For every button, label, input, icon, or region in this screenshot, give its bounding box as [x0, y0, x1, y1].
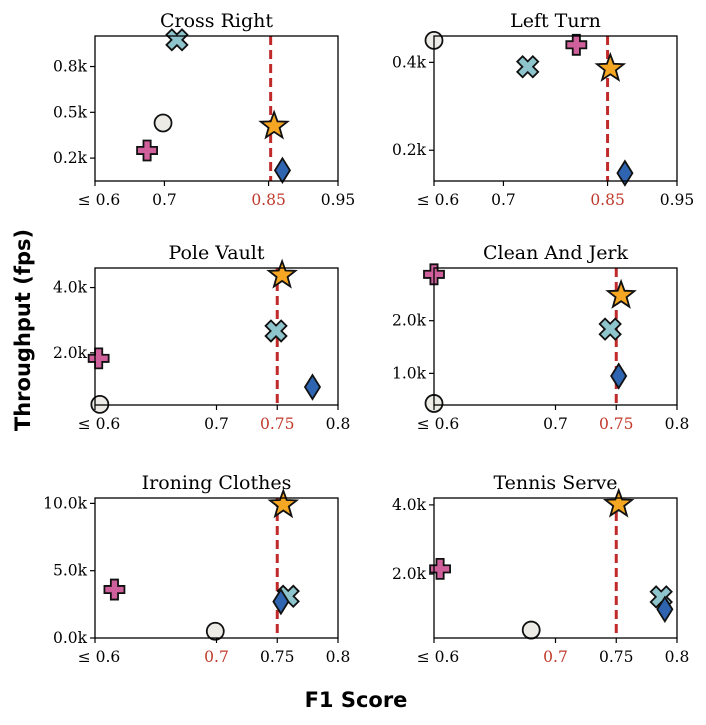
panel-4-point-diamond — [610, 362, 628, 390]
panel-1-point-diamond — [273, 156, 292, 185]
panel-5-frame — [94, 497, 339, 639]
panel-1: Cross Right ≤ 0.6 0.7 0.85 0.95 0.2k 0.5k 0.8k — [53, 10, 355, 209]
panel-5-point-plus — [103, 578, 126, 601]
panel-3-frame — [94, 267, 339, 406]
panel-2-point-diamond — [616, 159, 634, 187]
panel-1-point-cross — [165, 28, 189, 52]
panel-4-xtick-label-1: 0.7 — [543, 415, 568, 433]
y-axis-label: Throughput (fps) — [11, 229, 35, 431]
panel-6-xtick-label-3: 0.8 — [665, 648, 690, 666]
panel-2-xtick-label-1: 0.7 — [491, 191, 516, 209]
panel-3-point-plus — [87, 347, 110, 370]
panel-3-xtick-label-0: ≤ 0.6 — [78, 415, 121, 433]
panel-4: Clean And Jerk ≤ 0.6 0.7 0.75 0.8 1.0k 2.0k — [392, 242, 689, 433]
panel-6: Tennis Serve ≤ 0.6 0.7 0.75 0.8 2.0k 4.0k — [392, 472, 689, 666]
x-axis-label: F1 Score — [305, 688, 408, 712]
panel-1-point-star — [258, 109, 290, 140]
panel-3-point-circle — [90, 394, 110, 414]
panel-6-point-star — [602, 487, 635, 518]
panel-1-point-circle — [153, 113, 173, 133]
panel-1-xtick-label-0: ≤ 0.6 — [78, 191, 121, 209]
panel-5-title: Ironing Clothes — [142, 472, 292, 494]
panel-6-point-circle — [521, 620, 541, 640]
panel-1-ytick-label-0: 0.2k — [53, 149, 88, 167]
panel-5-ytick-label-2: 10.0k — [43, 494, 88, 512]
panel-5-xtick-label-2: 0.75 — [260, 648, 295, 666]
panel-6-xtick-label-1: 0.7 — [543, 648, 568, 666]
panel-4-point-cross — [598, 317, 622, 341]
panel-3-xtick-label-3: 0.8 — [326, 415, 351, 433]
panel-4-point-star — [605, 278, 637, 309]
panel-3-point-star — [266, 258, 298, 289]
panel-5-ytick-label-0: 0.0k — [53, 629, 88, 647]
panel-1-point-plus — [136, 139, 158, 162]
panel-6-xtick-label-0: ≤ 0.6 — [417, 648, 460, 666]
panel-5-xtick-label-1: 0.7 — [204, 648, 229, 666]
panel-2-xtick-label-2: 0.85 — [590, 191, 625, 209]
panel-2-xtick-label-0: ≤ 0.6 — [417, 191, 460, 209]
panel-4-xtick-label-0: ≤ 0.6 — [417, 415, 460, 433]
panel-2-point-star — [594, 51, 627, 82]
panel-6-ytick-label-0: 2.0k — [392, 565, 427, 583]
panel-2-frame — [433, 35, 678, 182]
panel-4-ytick-label-1: 2.0k — [392, 312, 427, 330]
panel-6-point-diamond — [656, 595, 674, 624]
panel-4-xtick-label-3: 0.8 — [665, 415, 690, 433]
panel-1-frame — [94, 35, 339, 182]
panel-5: Ironing Clothes ≤ 0.6 0.7 0.75 0.8 0.0k 5.0k 10… — [43, 472, 350, 666]
panel-3: Pole Vault ≤ 0.6 0.7 0.75 0.8 2.0k 4.0k — [53, 242, 350, 433]
panel-6-ytick-label-1: 4.0k — [392, 496, 427, 514]
panel-4-title: Clean And Jerk — [483, 242, 629, 264]
panel-1-xtick-label-1: 0.7 — [152, 191, 177, 209]
panel-4-xtick-label-2: 0.75 — [599, 415, 634, 433]
panel-6-xtick-label-2: 0.75 — [599, 648, 634, 666]
panel-5-point-circle — [205, 621, 225, 641]
panel-6-frame — [433, 497, 678, 639]
panel-1-xtick-label-2: 0.85 — [251, 191, 286, 209]
panel-3-point-cross — [264, 319, 288, 343]
panel-1-title: Cross Right — [160, 10, 273, 32]
panel-3-ytick-label-0: 2.0k — [53, 344, 88, 362]
panel-1-ytick-label-2: 0.8k — [53, 58, 88, 76]
panel-2-xtick-label-3: 0.95 — [660, 191, 695, 209]
panel-6-title: Tennis Serve — [493, 472, 617, 494]
panel-1-ytick-label-1: 0.5k — [53, 103, 88, 121]
panel-2-ytick-label-1: 0.4k — [392, 53, 427, 71]
panel-2-title: Left Turn — [510, 10, 601, 32]
panel-2: Left Turn ≤ 0.6 0.7 0.85 0.95 0.2k 0.4k — [392, 10, 694, 209]
panel-1-xtick-label-3: 0.95 — [321, 191, 356, 209]
panel-3-point-diamond — [303, 373, 322, 401]
panel-4-ytick-label-0: 1.0k — [392, 364, 427, 382]
panel-3-xtick-label-1: 0.7 — [204, 415, 229, 433]
panel-4-frame — [433, 267, 678, 406]
panel-5-xtick-label-3: 0.8 — [326, 648, 351, 666]
panel-3-ytick-label-1: 4.0k — [53, 279, 88, 297]
panel-6-point-plus — [429, 557, 451, 580]
panel-2-point-cross — [515, 55, 540, 79]
panel-5-ytick-label-1: 5.0k — [53, 562, 88, 580]
panel-5-xtick-label-0: ≤ 0.6 — [78, 648, 121, 666]
panel-5-point-star — [267, 488, 300, 519]
panel-3-xtick-label-2: 0.75 — [260, 415, 295, 433]
panel-3-title: Pole Vault — [168, 242, 264, 264]
panel-2-point-plus — [565, 33, 588, 56]
panel-2-ytick-label-0: 0.2k — [392, 141, 427, 159]
panel-5-point-diamond — [272, 587, 290, 616]
